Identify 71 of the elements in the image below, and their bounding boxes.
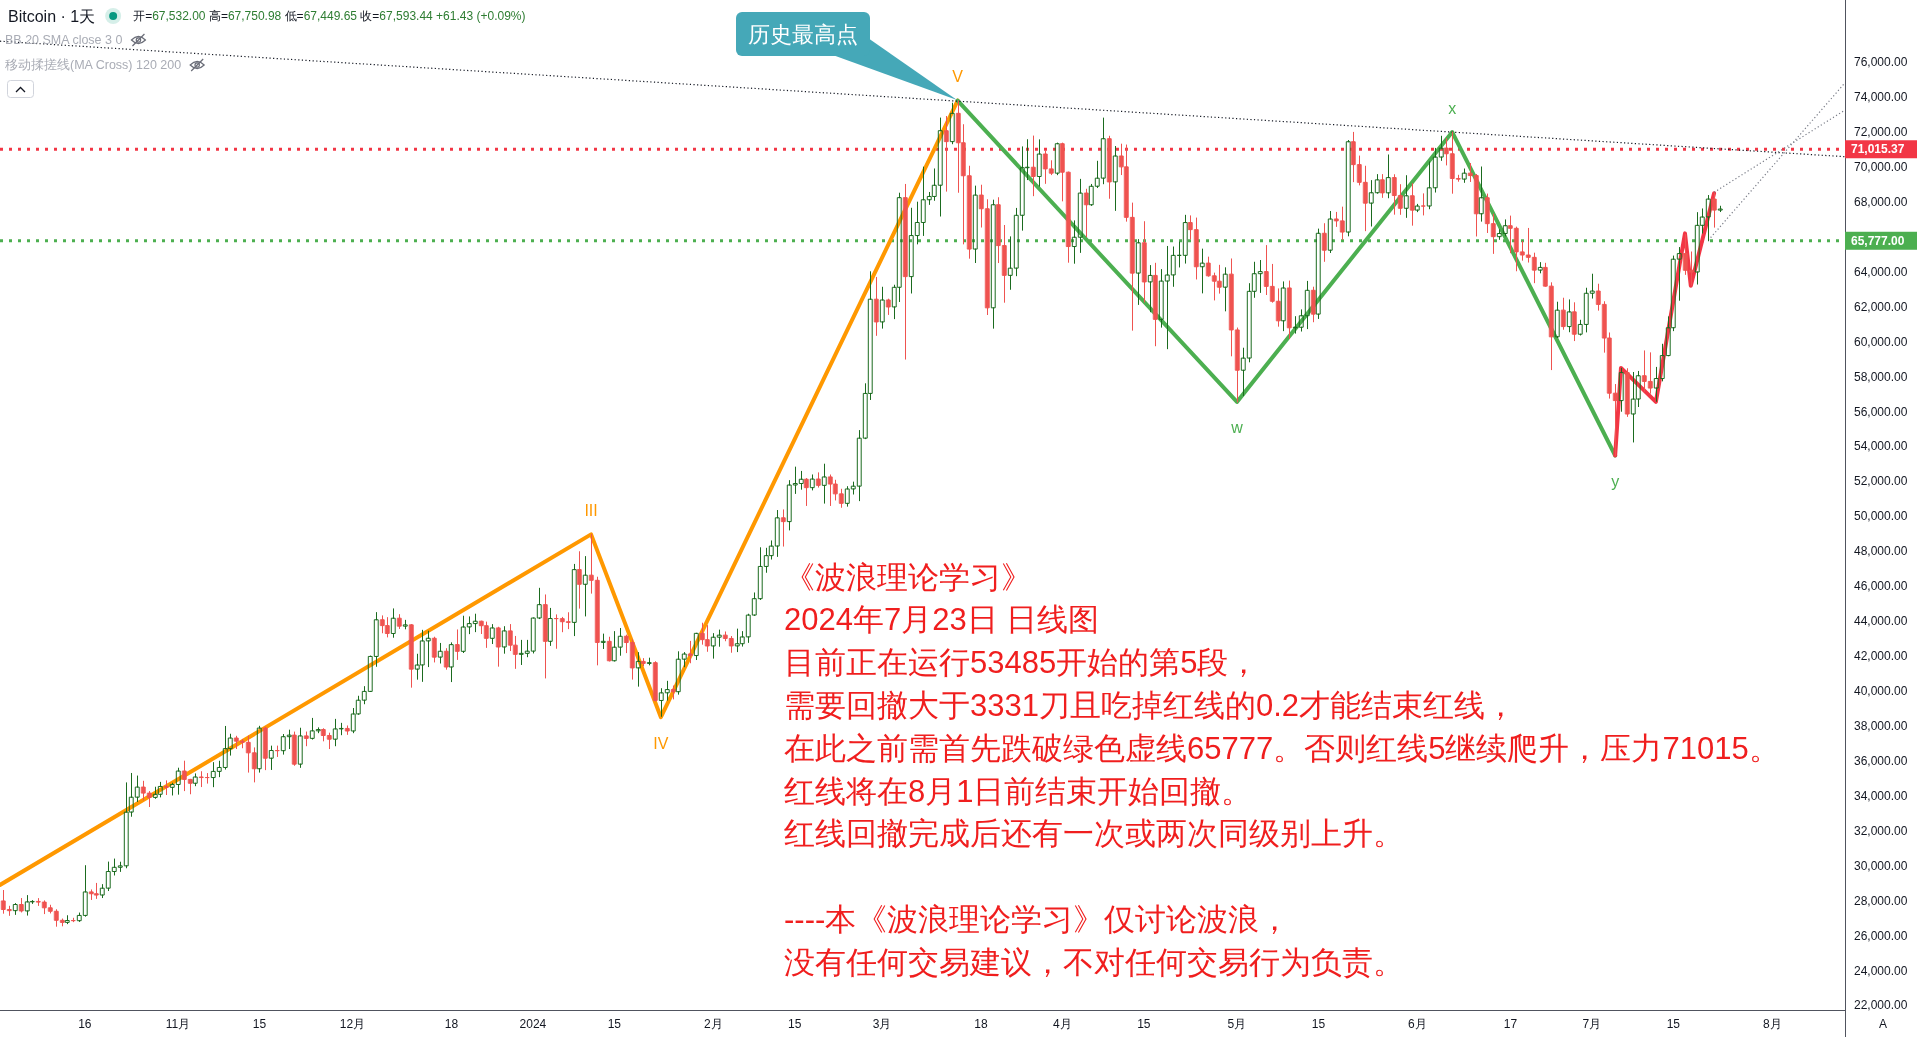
x-tick-label: 3月 [872, 1017, 892, 1031]
y-tick-label: 64,000.00 [1854, 264, 1908, 279]
y-tick-label: 30,000.00 [1854, 858, 1908, 873]
y-tick-label: 32,000.00 [1854, 823, 1908, 838]
annotation: x [1448, 99, 1457, 117]
y-tick-label: 28,000.00 [1854, 893, 1908, 908]
x-tick-label: 18 [444, 1017, 459, 1031]
subtitle: 开=67,532.00 高=67,750.98 低=67,449.65 收=67,593.44 +61.43 (+0.09%) [133, 9, 526, 23]
y-tick-label: 24,000.00 [1854, 963, 1908, 978]
x-tick-label: 18 [974, 1017, 988, 1031]
x-tick-label: 8月 [1762, 1017, 1782, 1031]
x-tick-label: 15 [252, 1017, 267, 1031]
annotation: 红线回撤完成后还有一次或两次同级别上升。 [784, 816, 1404, 852]
annotation: y [1611, 473, 1620, 490]
y-tick-label: 62,000.00 [1854, 299, 1908, 314]
y-tick-label: 72,000.00 [1854, 125, 1908, 140]
y-tick-label: 54,000.00 [1854, 439, 1908, 454]
annotation: w [1231, 419, 1243, 437]
x-tick-label: 2024 [519, 1017, 547, 1031]
ref-line-label: 65,777.00 [1851, 233, 1905, 248]
annotation: III [584, 501, 598, 519]
x-tick-label: 2月 [703, 1017, 723, 1031]
y-tick-label: 22,000.00 [1854, 998, 1908, 1013]
x-tick-label: 11月 [165, 1017, 191, 1031]
y-tick-label: 74,000.00 [1854, 90, 1908, 105]
x-tick-label: 16 [78, 1017, 92, 1031]
y-tick-label: 44,000.00 [1854, 614, 1908, 629]
y-tick-label: 70,000.00 [1854, 160, 1908, 174]
annotation: 没有任何交易建议，不对任何交易行为负责。 [784, 944, 1404, 980]
x-tick-label: 15 [1666, 1017, 1681, 1031]
annotation: ----本《波浪理论学习》仅讨论波浪， [784, 901, 1291, 937]
x-tick-label: 5月 [1227, 1017, 1247, 1031]
annotation: 2024年7月23日 日线图 [784, 602, 1100, 638]
x-tick-label: 7月 [1582, 1017, 1602, 1031]
x-tick-label: 15 [1137, 1017, 1151, 1031]
x-tick-label: 12月 [339, 1017, 366, 1031]
annotation: 红线将在8月1日前结束开始回撤。 [784, 773, 1253, 809]
y-tick-label: 68,000.00 [1854, 194, 1908, 209]
y-tick-label: 48,000.00 [1854, 544, 1908, 559]
annotation: 需要回撤大于3331刀且吃掉红线的0.2才能结束红线， [784, 687, 1517, 723]
annotation: 历史最高点 [748, 21, 858, 47]
y-tick-label: 50,000.00 [1854, 509, 1908, 524]
ref-tag: 71,015.37 [1845, 140, 1917, 159]
annotation: V [952, 68, 963, 86]
y-tick-label: 42,000.00 [1854, 649, 1908, 664]
x-tick-label: 15 [788, 1017, 802, 1031]
y-tick-label: 52,000.00 [1854, 474, 1908, 489]
annotation: IV [653, 734, 669, 752]
annotation: 移动揉搓线(MA Cross) 120 200 [5, 58, 182, 72]
ref-line-label: 71,015.37 [1851, 142, 1905, 157]
annotation: A [1879, 1017, 1887, 1031]
x-tick-label: 6月 [1408, 1017, 1427, 1031]
annotation: 在此之前需首先跌破绿色虚线65777。否则红线5继续爬升，压力71015。 [784, 730, 1780, 766]
title: Bitcoin · 1天 [8, 7, 96, 25]
x-tick-label: 4月 [1053, 1017, 1072, 1031]
y-tick-label: 40,000.00 [1854, 684, 1908, 699]
y-tick-label: 56,000.00 [1854, 404, 1908, 419]
y-tick-label: 38,000.00 [1854, 718, 1908, 733]
y-tick-label: 26,000.00 [1854, 928, 1908, 943]
y-tick-label: 60,000.00 [1854, 334, 1908, 349]
x-tick-label: 15 [607, 1017, 622, 1031]
annotation: BB 20 SMA close 3 0 [5, 33, 123, 47]
annotation: 目前正在运行53485开始的第5段， [784, 645, 1260, 681]
y-tick-label: 36,000.00 [1854, 753, 1908, 768]
y-tick-label: 58,000.00 [1854, 369, 1908, 384]
x-tick-label: 17 [1503, 1017, 1518, 1031]
y-tick-label: 34,000.00 [1854, 788, 1908, 803]
x-tick-label: 15 [1311, 1017, 1326, 1031]
y-tick-label: 46,000.00 [1854, 579, 1908, 594]
annotation: 《波浪理论学习》 [784, 559, 1032, 595]
y-tick-label: 76,000.00 [1854, 55, 1908, 70]
